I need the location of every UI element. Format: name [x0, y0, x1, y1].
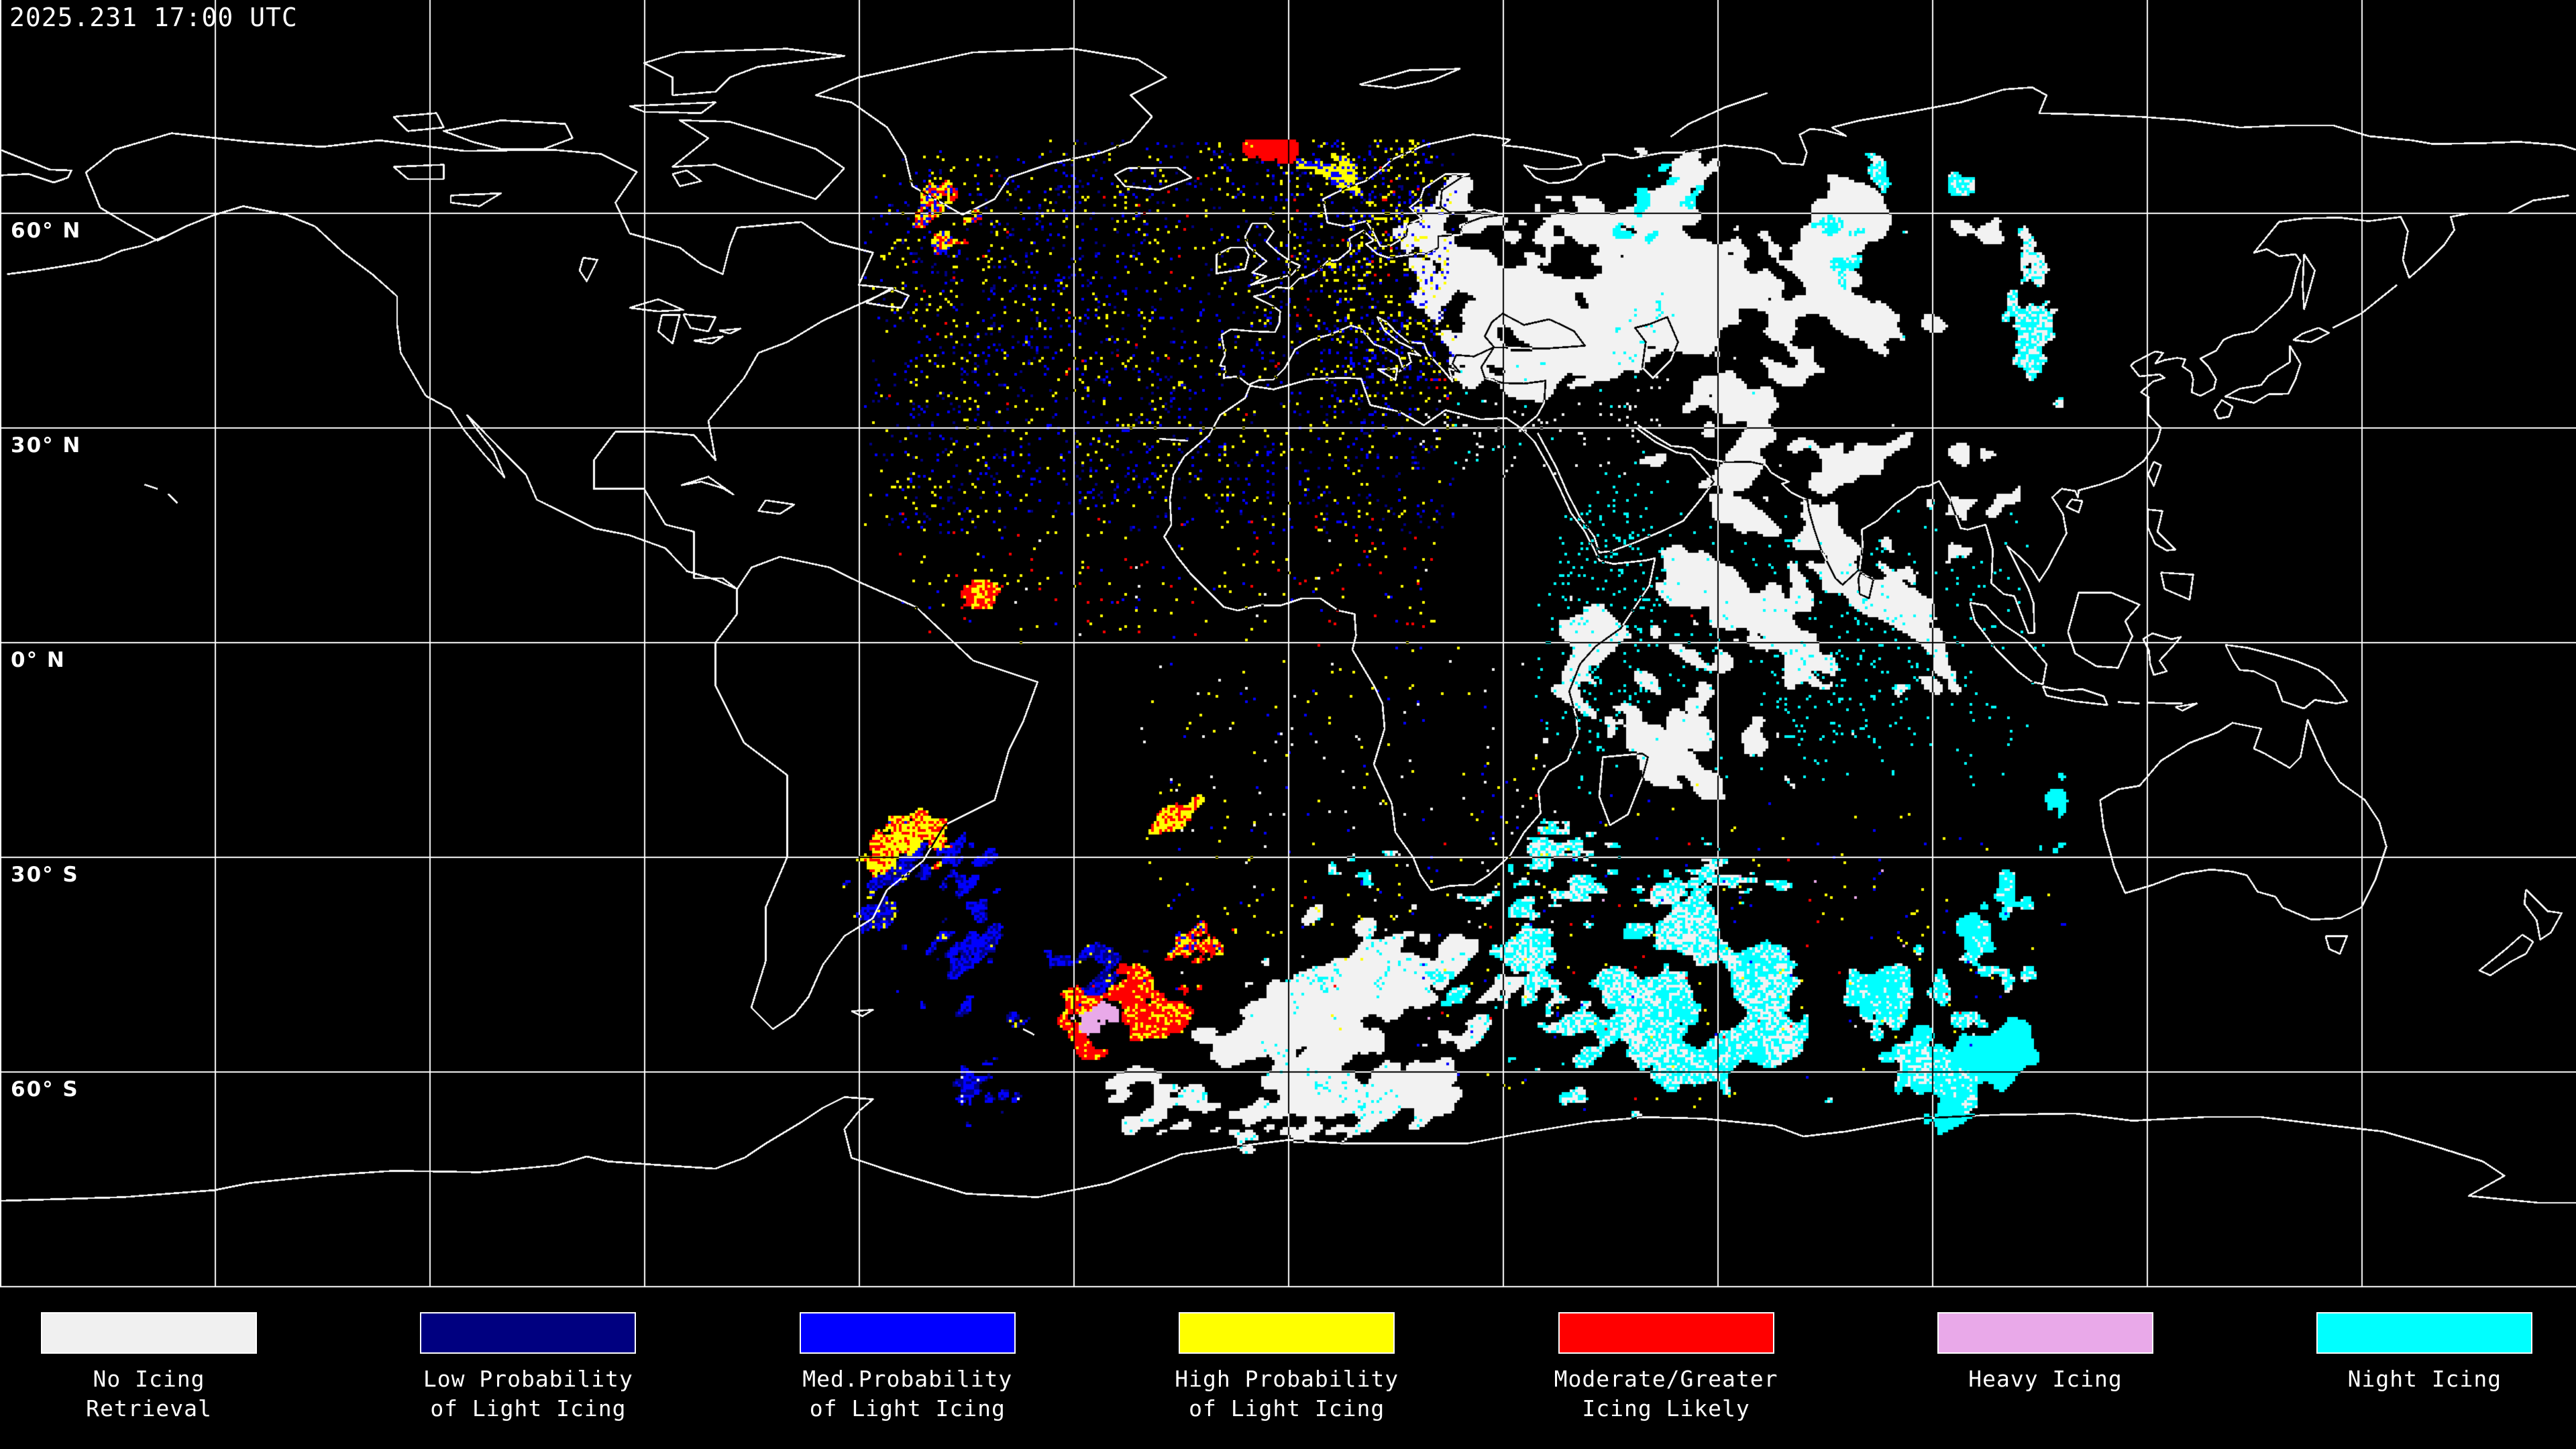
lat-label-30N: 30° N	[11, 433, 82, 458]
legend-label-4: Moderate/Greater Icing Likely	[1554, 1366, 1778, 1421]
legend-label-2: Med.Probability of Light Icing	[802, 1366, 1013, 1421]
legend-swatch-1	[420, 1312, 637, 1354]
legend-label-3: High Probability of Light Icing	[1175, 1366, 1399, 1421]
legend-item-3: High Probability of Light Icing	[1146, 1312, 1428, 1424]
legend-item-5: Heavy Icing	[1904, 1312, 2186, 1394]
legend-item-2: Med.Probability of Light Icing	[767, 1312, 1049, 1424]
lat-label-60N: 60° N	[11, 219, 82, 243]
legend-swatch-4	[1558, 1312, 1774, 1354]
legend-swatch-3	[1179, 1312, 1395, 1354]
legend-item-6: Night Icing	[2284, 1312, 2565, 1394]
legend-label-6: Night Icing	[2347, 1366, 2502, 1392]
legend-bar: No Icing Retrieval Low Probability of Lig…	[0, 1312, 2576, 1449]
legend-swatch-6	[2316, 1312, 2533, 1354]
legend-label-5: Heavy Icing	[1968, 1366, 2123, 1392]
legend-swatch-2	[799, 1312, 1016, 1354]
legend-label-1: Low Probability of Light Icing	[423, 1366, 633, 1421]
lat-label-0N: 0° N	[11, 648, 66, 672]
lat-label-30S: 30° S	[11, 863, 79, 887]
legend-swatch-5	[1937, 1312, 2153, 1354]
timestamp-label: 2025.231 17:00 UTC	[9, 3, 298, 32]
lat-label-60S: 60° S	[11, 1077, 79, 1102]
world-icing-map	[0, 0, 2576, 1292]
legend-swatch-0	[41, 1312, 257, 1354]
legend-item-1: Low Probability of Light Icing	[387, 1312, 669, 1424]
legend-label-0: No Icing Retrieval	[86, 1366, 212, 1421]
legend-item-4: Moderate/Greater Icing Likely	[1525, 1312, 1807, 1424]
legend-item-0: No Icing Retrieval	[8, 1312, 290, 1424]
